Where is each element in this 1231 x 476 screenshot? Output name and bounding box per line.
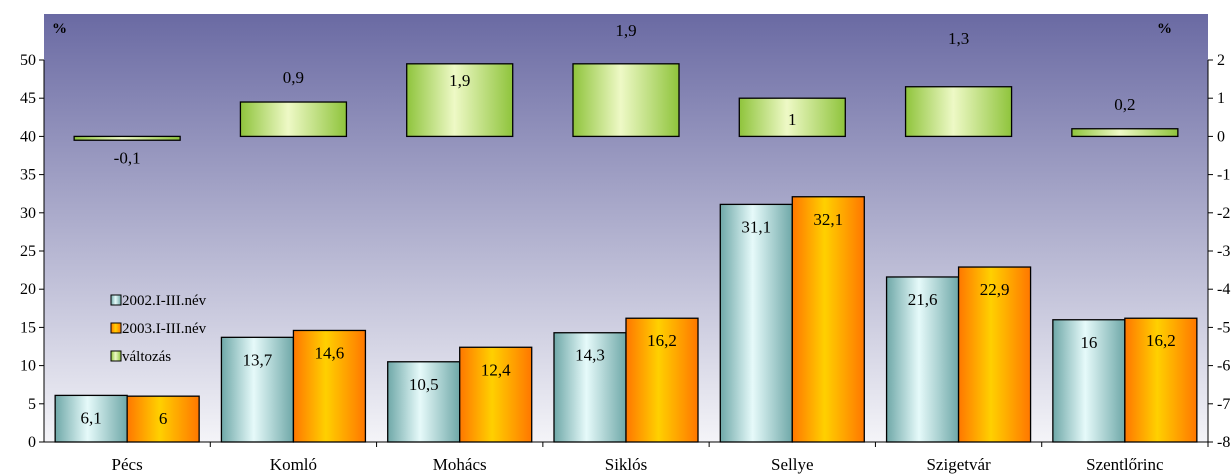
bar-2003-label: 22,9 xyxy=(980,280,1010,299)
legend-label-change: változás xyxy=(122,349,171,365)
x-tick-label: Sellye xyxy=(771,455,814,474)
bar-2002 xyxy=(387,361,461,443)
bar-2003-label: 6 xyxy=(159,409,168,428)
bar-2002-label: 14,3 xyxy=(575,346,605,365)
right-tick-label: 1 xyxy=(1217,90,1225,107)
left-tick-label: 5 xyxy=(28,396,36,413)
left-tick-label: 0 xyxy=(28,434,36,451)
bar-2002 xyxy=(885,276,960,443)
bar-2003 xyxy=(126,395,200,443)
bar-change xyxy=(904,86,1013,138)
x-tick-label: Mohács xyxy=(433,455,487,474)
bar-2003 xyxy=(625,317,699,443)
left-tick-label: 45 xyxy=(20,90,36,107)
right-tick-label: -5 xyxy=(1217,319,1230,336)
legend: 2002.I-III.név 2003.I-III.név változás xyxy=(110,293,207,365)
bar-2002 xyxy=(719,203,793,443)
bar-change-label: -0,1 xyxy=(114,148,141,167)
bar-2003-label: 12,4 xyxy=(481,360,511,379)
bar-2003 xyxy=(1124,317,1198,443)
right-tick-label: -1 xyxy=(1217,167,1230,184)
left-tick-label: 15 xyxy=(20,319,36,336)
bar-2002-label: 13,7 xyxy=(243,350,273,369)
bar-change xyxy=(572,63,680,138)
legend-swatch-2003 xyxy=(110,322,122,334)
left-tick-label: 30 xyxy=(20,205,36,222)
bar-change-label: 0,9 xyxy=(283,68,304,87)
right-tick-label: 2 xyxy=(1217,52,1225,69)
bar-2003 xyxy=(791,196,865,443)
bar-change xyxy=(73,135,181,141)
left-tick-label: 40 xyxy=(20,128,36,145)
bar-2002 xyxy=(220,336,295,443)
bar-change-label: 0,2 xyxy=(1114,95,1135,114)
bar-2002-label: 6,1 xyxy=(81,408,102,427)
bar-2002 xyxy=(553,332,627,443)
bar-change-label: 1,9 xyxy=(615,21,636,40)
bar-2002 xyxy=(1052,319,1126,443)
x-tick-label: Siklós xyxy=(605,455,648,474)
right-tick-label: -8 xyxy=(1217,434,1230,451)
right-tick-label: -4 xyxy=(1217,281,1230,298)
bar-2003-label: 32,1 xyxy=(813,210,843,229)
x-tick-label: Szigetvár xyxy=(926,455,991,474)
right-tick-label: -2 xyxy=(1217,205,1230,222)
legend-swatch-2002 xyxy=(110,294,122,306)
bar-2002-label: 10,5 xyxy=(409,375,439,394)
left-tick-label: 35 xyxy=(20,167,36,184)
bar-2003 xyxy=(292,329,367,443)
bar-change xyxy=(738,97,846,138)
bar-2002-label: 31,1 xyxy=(741,217,771,236)
right-tick-label: -7 xyxy=(1217,396,1230,413)
right-axis-unit: % xyxy=(1157,21,1172,37)
bar-2002-label: 16 xyxy=(1080,333,1097,352)
bar-2003 xyxy=(957,266,1032,443)
x-tick-label: Pécs xyxy=(112,455,143,474)
left-tick-label: 50 xyxy=(20,52,36,69)
x-tick-label: Szentlőrinc xyxy=(1086,455,1164,474)
x-tick-label: Komló xyxy=(270,455,317,474)
left-axis-unit: % xyxy=(52,21,67,37)
legend-label-2002: 2002.I-III.név xyxy=(122,293,207,309)
legend-swatch-change xyxy=(110,350,122,362)
bar-2003-label: 14,6 xyxy=(315,343,345,362)
left-tick-label: 20 xyxy=(20,281,36,298)
right-tick-label: -3 xyxy=(1217,243,1230,260)
bar-2003-label: 16,2 xyxy=(647,331,677,350)
bar-change xyxy=(1071,128,1179,138)
bar-change xyxy=(239,101,348,138)
left-tick-label: 25 xyxy=(20,243,36,260)
bar-2002-label: 21,6 xyxy=(908,290,938,309)
legend-label-2003: 2003.I-III.név xyxy=(122,321,207,337)
bar-2003 xyxy=(459,346,533,443)
bar-change-label: 1,3 xyxy=(948,29,969,48)
bar-change-label: 1,9 xyxy=(449,71,470,90)
right-tick-label: -6 xyxy=(1217,358,1230,375)
right-tick-label: 0 xyxy=(1217,128,1225,145)
bar-2003-label: 16,2 xyxy=(1146,331,1176,350)
bar-change xyxy=(406,63,514,138)
left-tick-label: 10 xyxy=(20,358,36,375)
bar-change-label: 1 xyxy=(788,110,797,129)
